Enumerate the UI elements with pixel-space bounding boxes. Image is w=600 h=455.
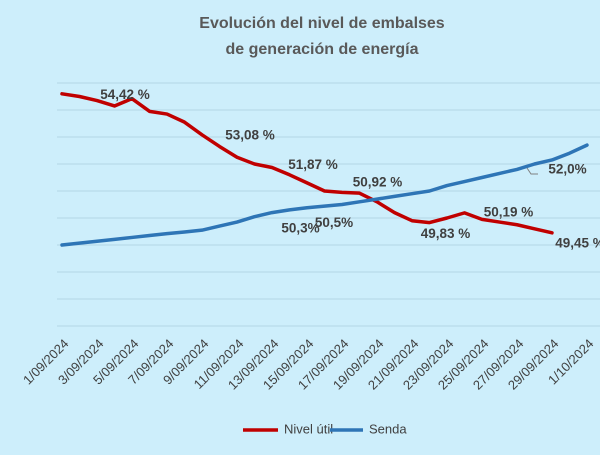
data-label: 54,42 % bbox=[100, 87, 150, 102]
data-label: 50,19 % bbox=[484, 204, 534, 219]
data-label: 52,0% bbox=[548, 162, 586, 177]
series-line bbox=[60, 143, 589, 247]
data-label: 49,45 % bbox=[555, 235, 600, 250]
data-label: 51,87 % bbox=[288, 157, 338, 172]
data-label: 50,3% bbox=[281, 220, 319, 235]
legend-label: Nivel útil bbox=[284, 421, 333, 436]
legend-label: Senda bbox=[369, 421, 407, 436]
series-line bbox=[60, 92, 554, 235]
data-label: 49,83 % bbox=[421, 226, 471, 241]
chart-title: Evolución del nivel de embalses bbox=[199, 15, 445, 32]
data-label: 53,08 % bbox=[225, 127, 275, 142]
chart-title: de generación de energía bbox=[226, 41, 419, 58]
leader-line bbox=[526, 167, 538, 175]
data-label: 50,5% bbox=[315, 215, 353, 230]
data-label: 50,92 % bbox=[353, 175, 403, 190]
